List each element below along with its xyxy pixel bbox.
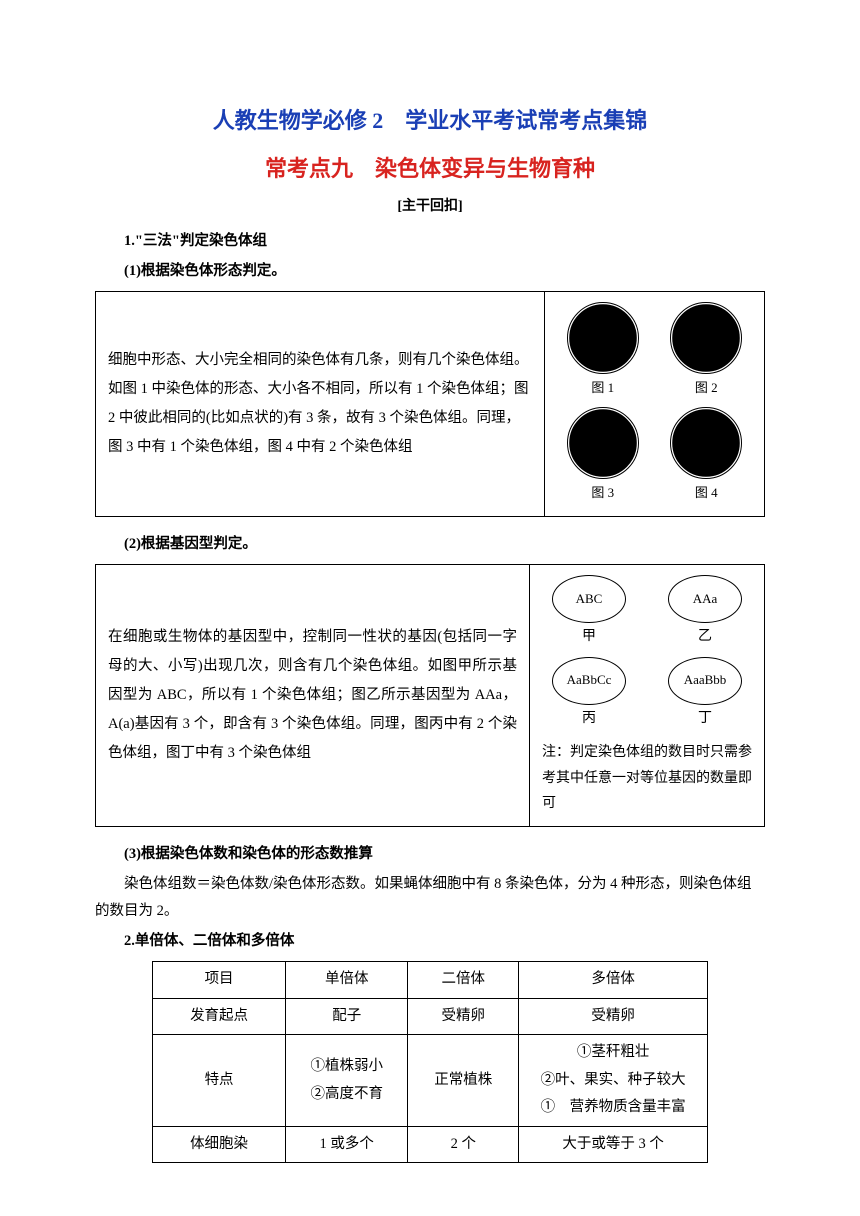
main-title: 人教生物学必修 2 学业水平考试常考点集锦 bbox=[95, 100, 765, 142]
heading-1b: (2)根据基因型判定。 bbox=[95, 531, 765, 559]
method-1-box: 细胞中形态、大小完全相同的染色体有几条，则有几个染色体组。如图 1 中染色体的形… bbox=[95, 291, 765, 516]
gene-jia: ABC 甲 bbox=[552, 575, 626, 651]
table-row: 体细胞染 1 或多个 2 个 大于或等于 3 个 bbox=[152, 1126, 707, 1163]
fig-3: 图 3 bbox=[567, 407, 639, 506]
paragraph-3: 染色体组数＝染色体数/染色体形态数。如果蝇体细胞中有 8 条染色体，分为 4 种… bbox=[95, 871, 765, 926]
comparison-table: 项目 单倍体 二倍体 多倍体 发育起点 配子 受精卵 受精卵 特点 ①植株弱小②… bbox=[152, 961, 708, 1163]
fig-2: 图 2 bbox=[670, 302, 742, 401]
box1-figures: 图 1 图 2 bbox=[545, 292, 765, 516]
heading-1c: (3)根据染色体数和染色体的形态数推算 bbox=[95, 841, 765, 869]
heading-1: 1."三法"判定染色体组 bbox=[95, 228, 765, 256]
box2-text: 在细胞或生物体的基因型中，控制同一性状的基因(包括同一字母的大、小写)出现几次，… bbox=[96, 565, 530, 827]
gene-yi: AAa 乙 bbox=[668, 575, 742, 651]
heading-1a: (1)根据染色体形态判定。 bbox=[95, 258, 765, 286]
table-header-row: 项目 单倍体 二倍体 多倍体 bbox=[152, 962, 707, 999]
gene-bing: AaBbCc 丙 bbox=[552, 657, 626, 733]
table-row: 特点 ①植株弱小②高度不育 正常植株 ①茎秆粗壮②叶、果实、种子较大① 营养物质… bbox=[152, 1035, 707, 1127]
fig-4: 图 4 bbox=[670, 407, 742, 506]
fig-1: 图 1 bbox=[567, 302, 639, 401]
bracket-subtitle: [主干回扣] bbox=[95, 194, 765, 221]
sub-title: 常考点九 染色体变异与生物育种 bbox=[95, 148, 765, 190]
box1-text: 细胞中形态、大小完全相同的染色体有几条，则有几个染色体组。如图 1 中染色体的形… bbox=[96, 292, 545, 516]
table-row: 发育起点 配子 受精卵 受精卵 bbox=[152, 998, 707, 1035]
method-2-box: 在细胞或生物体的基因型中，控制同一性状的基因(包括同一字母的大、小写)出现几次，… bbox=[95, 564, 765, 827]
gene-ding: AaaBbb 丁 bbox=[668, 657, 742, 733]
box2-figures: ABC 甲 AAa 乙 AaBbCc 丙 AaaBbb 丁 注：判定染色体组的数… bbox=[530, 565, 765, 827]
heading-2: 2.单倍体、二倍体和多倍体 bbox=[95, 928, 765, 956]
box2-note: 注：判定染色体组的数目时只需参考其中任意一对等位基因的数量即可 bbox=[542, 740, 752, 816]
